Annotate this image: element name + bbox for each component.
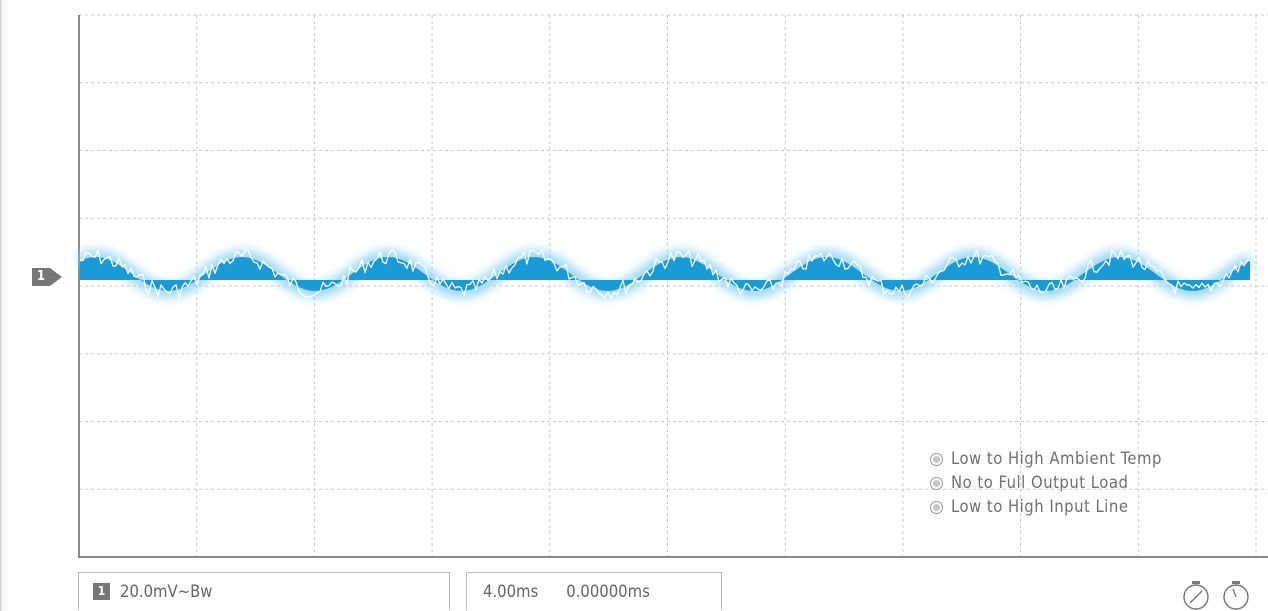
circle-icon [930, 452, 943, 466]
scope-grid [79, 14, 1268, 557]
channel-number-badge: 1 [93, 583, 110, 600]
channel-marker-arrow [50, 268, 62, 286]
timebase-box[interactable]: 4.00ms 0.00000ms [466, 572, 722, 610]
circle-icon [930, 476, 943, 490]
timebase-value: 4.00ms [483, 582, 539, 601]
legend-label: Low to High Input Line [951, 497, 1129, 516]
channel-scale-value: 20.0mV~Bw [120, 582, 213, 601]
legend-item-input-line: Low to High Input Line [930, 495, 1162, 519]
stopwatch-icon[interactable] [1222, 580, 1250, 611]
legend-item-output-load: No to Full Output Load [930, 471, 1162, 495]
legend-label: No to Full Output Load [951, 473, 1129, 492]
channel-scale-box[interactable]: 1 20.0mV~Bw [78, 572, 450, 610]
left-edge-divider [0, 0, 2, 611]
circle-icon [930, 500, 943, 514]
legend-item-ambient-temp: Low to High Ambient Temp [930, 447, 1162, 471]
waveform-trace-ch1[interactable] [79, 249, 1251, 300]
legend: Low to High Ambient Temp No to Full Outp… [930, 447, 1162, 519]
channel-marker-label: 1 [32, 268, 50, 286]
measure-dial-icon[interactable] [1182, 580, 1210, 611]
channel-1-marker[interactable]: 1 [32, 268, 66, 286]
oscilloscope-display[interactable] [0, 0, 1268, 560]
legend-label: Low to High Ambient Temp [951, 449, 1162, 468]
trigger-offset-value: 0.00000ms [566, 582, 650, 601]
